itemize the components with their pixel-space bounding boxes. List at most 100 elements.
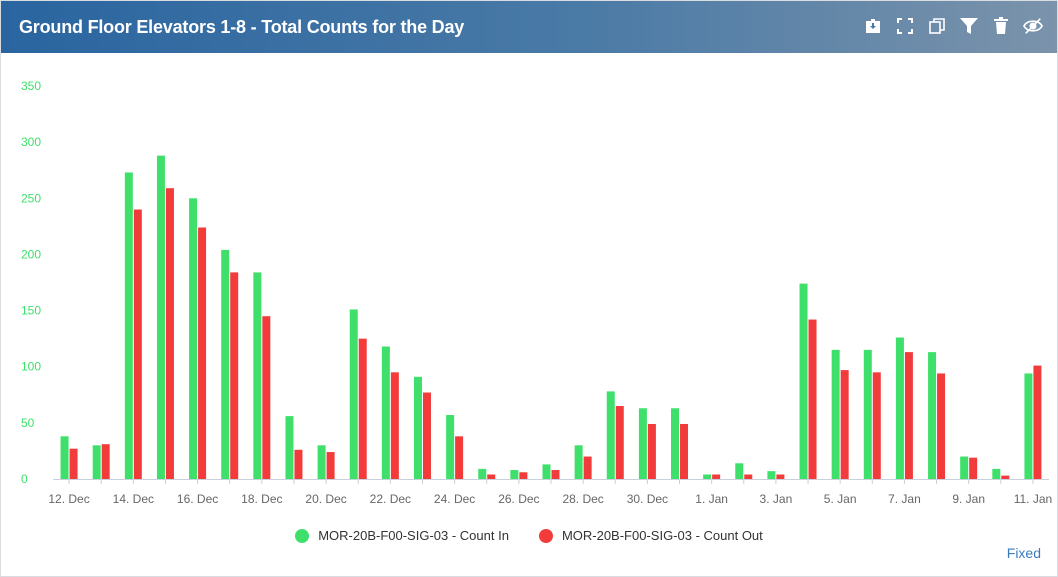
legend-label-count-in: MOR-20B-F00-SIG-03 - Count In: [318, 528, 509, 543]
bar-count-out: [262, 316, 271, 479]
legend-swatch-count-out: [538, 528, 553, 543]
x-tick-label: 24. Dec: [434, 492, 475, 506]
bar-count-out: [487, 474, 496, 479]
filter-icon[interactable]: [959, 15, 979, 37]
y-tick-label: 300: [21, 135, 41, 149]
y-tick-label: 200: [21, 247, 41, 261]
y-tick-label: 150: [21, 304, 41, 318]
bar-count-out: [230, 272, 239, 479]
bar-count-out: [519, 472, 528, 479]
bar-count-out: [776, 474, 785, 479]
bar-count-in: [124, 172, 133, 479]
bar-count-in: [381, 346, 390, 479]
bar-count-out: [615, 406, 624, 479]
bar-count-out: [744, 474, 753, 479]
bar-count-out: [133, 209, 142, 479]
bar-count-in: [60, 436, 69, 479]
bar-count-in: [510, 470, 519, 479]
bar-count-in: [253, 272, 262, 479]
x-tick-label: 16. Dec: [177, 492, 218, 506]
x-tick-label: 3. Jan: [760, 492, 793, 506]
bar-count-out: [551, 470, 560, 479]
bar-count-in: [221, 249, 230, 479]
x-tick-label: 1. Jan: [695, 492, 728, 506]
x-tick-label: 26. Dec: [498, 492, 539, 506]
bar-count-out: [808, 319, 817, 479]
legend-label-count-out: MOR-20B-F00-SIG-03 - Count Out: [561, 528, 763, 543]
bar-count-out: [583, 456, 592, 479]
legend-swatch-count-in: [295, 528, 310, 543]
x-tick-label: 20. Dec: [305, 492, 346, 506]
bar-count-out: [294, 449, 303, 479]
bar-count-in: [767, 471, 776, 479]
bar-count-in: [735, 463, 744, 479]
legend-item-count-in[interactable]: MOR-20B-F00-SIG-03 - Count In: [295, 528, 509, 543]
bar-count-in: [446, 414, 455, 479]
bar-count-in: [895, 337, 904, 479]
bar-count-in: [349, 309, 358, 479]
bar-count-out: [455, 436, 464, 479]
bar-count-out: [969, 457, 978, 479]
bar-count-out: [358, 338, 367, 479]
bar-count-out: [390, 372, 399, 479]
bar-count-out: [326, 452, 335, 479]
bar-count-out: [904, 352, 913, 479]
bar-count-out: [165, 188, 174, 479]
fullscreen-icon[interactable]: [895, 15, 915, 37]
bar-count-in: [189, 198, 198, 480]
bar-count-in: [156, 155, 165, 480]
bar-count-in: [799, 283, 808, 479]
bar-count-out: [872, 372, 881, 479]
hide-icon[interactable]: [1023, 15, 1043, 37]
bar-count-in: [928, 352, 937, 479]
widget-toolbar: [863, 15, 1043, 37]
bar-count-in: [285, 416, 294, 479]
bar-count-in: [992, 468, 1001, 479]
bar-count-out: [712, 474, 721, 479]
widget-title: Ground Floor Elevators 1-8 - Total Count…: [19, 17, 465, 37]
download-icon[interactable]: [863, 15, 883, 37]
bar-count-in: [638, 408, 647, 479]
bar-count-in: [574, 445, 583, 479]
bar-count-in: [478, 468, 487, 479]
legend-item-count-out[interactable]: MOR-20B-F00-SIG-03 - Count Out: [538, 528, 763, 543]
bar-count-in: [703, 474, 712, 479]
x-tick-label: 22. Dec: [370, 492, 411, 506]
y-tick-label: 50: [21, 416, 35, 430]
y-tick-label: 100: [21, 360, 41, 374]
copy-icon[interactable]: [927, 15, 947, 37]
bar-count-in: [831, 349, 840, 479]
x-tick-label: 30. Dec: [627, 492, 668, 506]
bar-count-out: [840, 370, 849, 479]
bar-count-out: [1001, 475, 1010, 479]
y-tick-label: 0: [21, 472, 28, 486]
x-tick-label: 28. Dec: [562, 492, 603, 506]
x-tick-label: 18. Dec: [241, 492, 282, 506]
bar-count-out: [1033, 365, 1042, 479]
bar-count-in: [317, 445, 326, 479]
widget-header: Ground Floor Elevators 1-8 - Total Count…: [1, 1, 1057, 53]
x-tick-label: 14. Dec: [113, 492, 154, 506]
y-tick-label: 350: [21, 79, 41, 93]
bar-chart: 0 50 100 150 200 250 300 350 12. Dec 14. Dec 16. D…: [21, 79, 1052, 506]
bar-count-out: [937, 373, 946, 479]
x-tick-label: 11. Jan: [1014, 492, 1052, 506]
x-tick-label: 12. Dec: [48, 492, 89, 506]
bar-count-out: [101, 444, 110, 479]
x-tick-label: 9. Jan: [952, 492, 985, 506]
bar-count-in: [413, 376, 422, 479]
bar-count-out: [647, 423, 656, 479]
bar-count-in: [1024, 373, 1033, 479]
bar-count-in: [606, 391, 615, 479]
fixed-link[interactable]: Fixed: [1006, 545, 1041, 561]
bar-count-out: [680, 423, 689, 479]
bar-count-out: [422, 392, 431, 479]
chart-legend: MOR-20B-F00-SIG-03 - Count In MOR-20B-F0…: [1, 528, 1057, 543]
bar-count-in: [671, 408, 680, 479]
trash-icon[interactable]: [991, 15, 1011, 37]
x-tick-label: 5. Jan: [824, 492, 857, 506]
y-tick-label: 250: [21, 191, 41, 205]
bar-count-out: [198, 227, 207, 479]
x-tick-label: 7. Jan: [888, 492, 921, 506]
bar-count-in: [92, 445, 101, 479]
